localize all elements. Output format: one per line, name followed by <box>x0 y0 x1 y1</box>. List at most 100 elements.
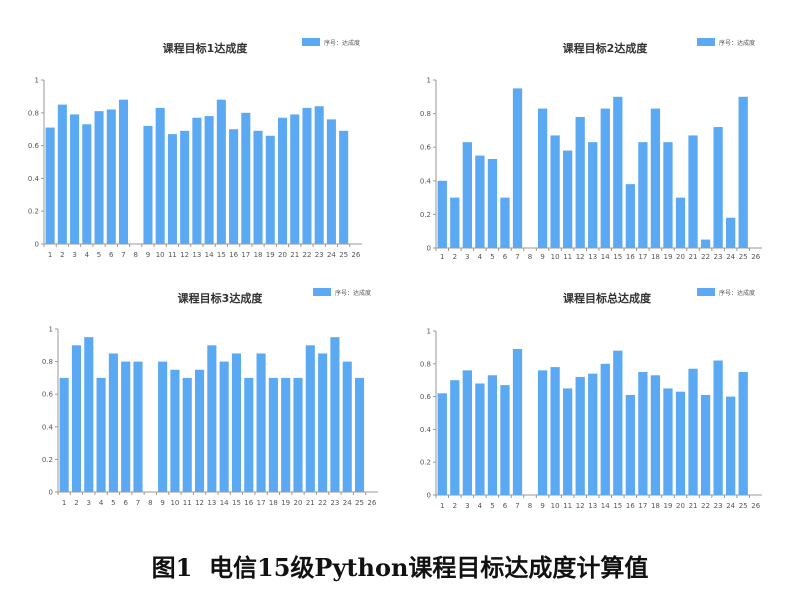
bar <box>550 367 560 495</box>
x-tick-label: 23 <box>315 251 324 259</box>
bar <box>688 135 698 248</box>
x-tick-label: 9 <box>540 502 544 510</box>
y-tick-label: 0.8 <box>420 360 431 368</box>
x-tick-label: 23 <box>714 502 723 510</box>
y-tick-label: 0.8 <box>28 109 39 117</box>
legend-label: 序号：达成度 <box>335 289 371 297</box>
x-tick-label: 21 <box>689 502 698 510</box>
bar <box>500 197 510 248</box>
x-tick-label: 11 <box>183 499 192 507</box>
x-tick-label: 5 <box>97 251 101 259</box>
y-tick-label: 0 <box>49 489 53 497</box>
bar <box>650 375 661 495</box>
x-tick-label: 17 <box>638 253 647 261</box>
bar <box>277 117 288 244</box>
x-tick-label: 15 <box>232 499 241 507</box>
x-tick-label: 14 <box>205 251 214 259</box>
bar <box>475 383 485 495</box>
y-tick-label: 0.4 <box>420 177 432 185</box>
x-tick-label: 2 <box>453 502 457 510</box>
chart-title: 课程目标2达成度 <box>563 41 649 55</box>
x-tick-label: 16 <box>626 502 635 510</box>
x-tick-label: 1 <box>440 253 444 261</box>
bar <box>302 107 312 244</box>
x-tick-label: 6 <box>109 251 114 259</box>
x-tick-label: 15 <box>613 502 622 510</box>
y-tick-label: 1 <box>427 328 431 336</box>
x-tick-label: 22 <box>303 251 312 259</box>
bar <box>675 391 686 495</box>
bar <box>182 377 192 492</box>
bar <box>84 337 94 492</box>
bar <box>57 104 67 244</box>
bar <box>450 380 460 495</box>
x-tick-label: 15 <box>217 251 226 259</box>
bar <box>229 129 239 244</box>
x-tick-label: 18 <box>651 502 660 510</box>
bar <box>613 350 623 495</box>
bar <box>437 180 447 248</box>
bar <box>293 377 303 492</box>
bar <box>663 142 673 248</box>
bar <box>330 337 340 492</box>
legend-label: 序号：达成度 <box>719 39 755 47</box>
x-tick-label: 25 <box>739 253 748 261</box>
x-tick-label: 16 <box>626 253 635 261</box>
bar <box>537 370 548 495</box>
x-tick-label: 10 <box>170 499 179 507</box>
x-tick-label: 16 <box>229 251 238 259</box>
x-tick-label: 11 <box>168 251 177 259</box>
bar <box>192 117 202 244</box>
bar <box>550 135 560 248</box>
x-tick-label: 23 <box>714 253 723 261</box>
chart-title: 课程目标3达成度 <box>178 291 264 305</box>
x-tick-label: 6 <box>123 499 128 507</box>
chart-title: 课程目标总达成度 <box>563 291 652 305</box>
bar <box>256 353 266 492</box>
bar <box>71 345 82 492</box>
figure-caption: 图1 电信15级Python课程目标达成度计算值 <box>0 548 800 583</box>
bar <box>204 116 214 244</box>
x-tick-label: 9 <box>146 251 150 259</box>
bar <box>219 361 229 492</box>
x-tick-label: 21 <box>290 251 299 259</box>
bar <box>70 114 80 244</box>
x-tick-label: 16 <box>244 499 253 507</box>
x-tick-label: 5 <box>111 499 115 507</box>
x-tick-label: 6 <box>503 253 508 261</box>
x-tick-label: 22 <box>318 499 327 507</box>
x-tick-label: 3 <box>465 253 469 261</box>
x-tick-label: 14 <box>601 253 610 261</box>
bar <box>155 107 165 244</box>
x-tick-label: 12 <box>195 499 204 507</box>
x-tick-label: 24 <box>343 499 352 507</box>
bar <box>575 376 585 495</box>
x-tick-label: 15 <box>613 253 622 261</box>
x-tick-label: 24 <box>726 253 735 261</box>
caption-text: 电信15级Python课程目标达成度计算值 <box>209 553 649 582</box>
x-tick-label: 4 <box>85 251 90 259</box>
bar <box>167 134 177 244</box>
bar <box>450 197 460 248</box>
x-tick-label: 20 <box>676 253 685 261</box>
bar <box>253 130 263 244</box>
bar <box>108 353 118 492</box>
bar <box>170 369 180 492</box>
bar <box>82 124 92 244</box>
y-tick-label: 0.6 <box>420 144 432 152</box>
bar <box>700 239 711 248</box>
bar <box>475 155 485 248</box>
x-tick-label: 17 <box>257 499 266 507</box>
bar <box>563 150 573 248</box>
x-tick-label: 11 <box>563 253 572 261</box>
x-tick-label: 25 <box>355 499 364 507</box>
x-tick-label: 22 <box>701 253 710 261</box>
bar <box>713 360 723 495</box>
x-tick-label: 26 <box>351 251 360 259</box>
x-tick-label: 6 <box>503 502 508 510</box>
bar <box>207 345 217 492</box>
bar <box>45 127 55 244</box>
x-tick-label: 26 <box>367 499 376 507</box>
